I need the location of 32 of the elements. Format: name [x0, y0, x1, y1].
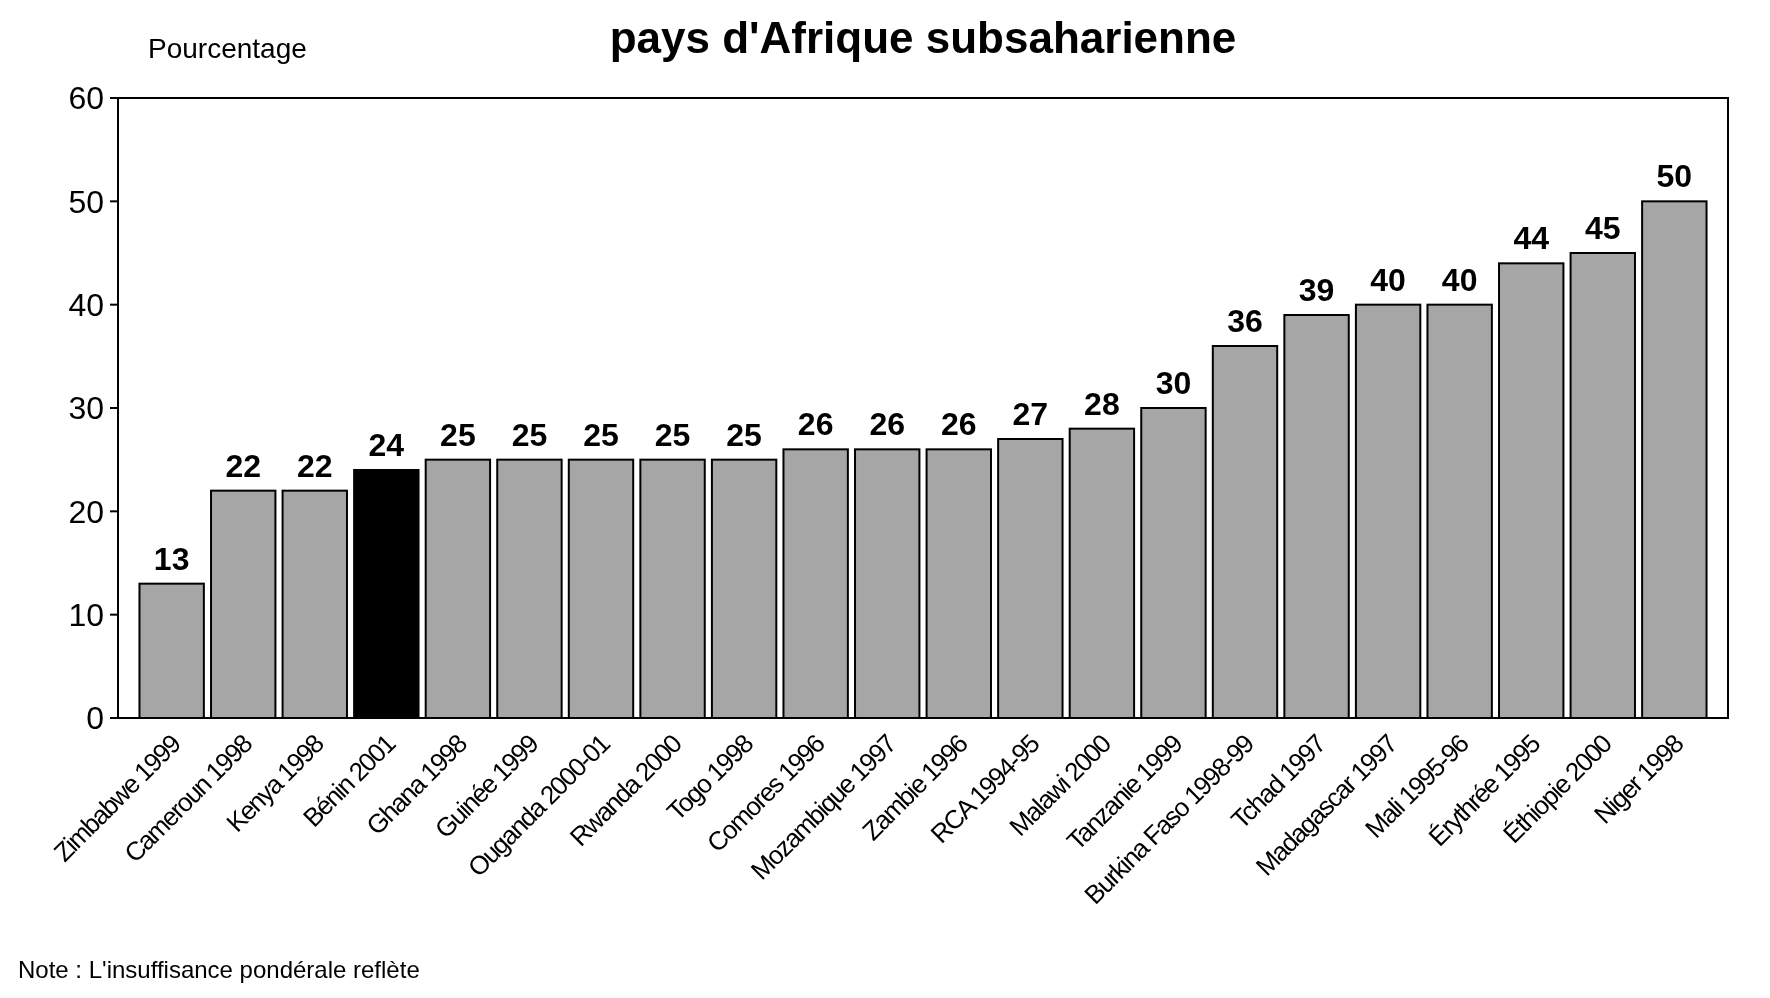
y-tick-label: 0	[86, 700, 104, 737]
y-tick-label: 10	[68, 596, 104, 633]
y-tick-label: 60	[68, 80, 104, 117]
y-tick-label: 20	[68, 493, 104, 530]
data-label: 45	[1584, 210, 1621, 246]
data-label: 26	[797, 406, 834, 443]
data-label: 40	[1441, 261, 1478, 298]
data-label: 39	[1298, 272, 1335, 308]
data-label: 27	[1012, 396, 1049, 432]
y-tick-label: 30	[68, 390, 104, 427]
text: Note : L'insuffisance pondérale reflète	[18, 956, 420, 983]
data-label: 22	[225, 447, 262, 484]
data-label: 26	[940, 406, 977, 443]
data-label: 13	[153, 540, 190, 577]
data-label: 25	[726, 416, 762, 453]
data-label: 25	[440, 416, 476, 453]
data-label: 40	[1370, 261, 1406, 298]
data-label: 44	[1513, 220, 1550, 257]
data-label: 28	[1084, 385, 1120, 422]
data-label: 36	[1227, 303, 1263, 339]
data-label: 25	[583, 416, 619, 453]
data-label: 50	[1656, 158, 1693, 195]
chart-title: pays d'Afrique subsaharienne	[609, 13, 1237, 62]
data-label: 25	[511, 416, 548, 453]
data-label: 25	[654, 416, 691, 453]
data-label: 26	[869, 406, 906, 443]
data-label: 30	[1155, 365, 1192, 401]
data-label: 24	[368, 427, 405, 463]
y-axis-title: Pourcentage	[148, 33, 307, 64]
y-tick-label: 40	[68, 286, 104, 323]
y-tick-label: 50	[68, 183, 104, 220]
data-label: 22	[296, 447, 333, 484]
